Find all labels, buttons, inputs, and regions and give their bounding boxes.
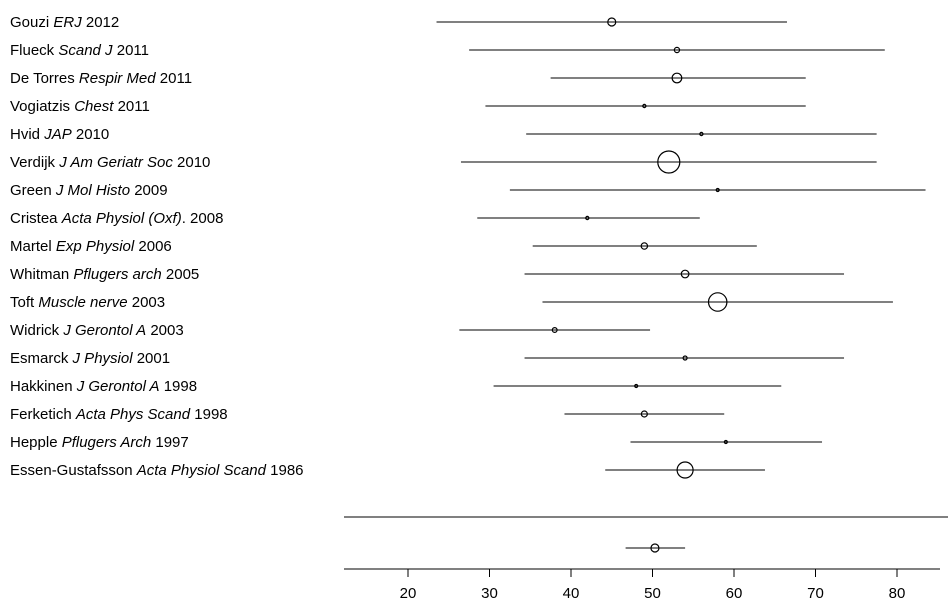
point-estimate — [723, 439, 728, 445]
study-journal: J Physiol — [72, 350, 134, 367]
summary-point — [650, 543, 660, 553]
study-author: Vogiatzis — [10, 98, 74, 115]
study-year: . 2008 — [182, 210, 224, 227]
study-journal: Chest — [74, 98, 114, 115]
study-author: Green — [10, 182, 56, 199]
x-tick-label: 60 — [726, 585, 743, 602]
study-label: Widrick J Gerontol A 2003 — [10, 322, 184, 339]
study-year: 2010 — [173, 154, 211, 171]
x-tick-label: 80 — [889, 585, 906, 602]
study-year: 2006 — [134, 238, 172, 255]
study-author: Widrick — [10, 322, 63, 339]
study-year: 2011 — [113, 42, 149, 59]
study-label: Toft Muscle nerve 2003 — [10, 294, 165, 311]
study-label: Martel Exp Physiol 2006 — [10, 238, 172, 255]
study-journal: Respir Med — [79, 70, 156, 87]
study-year: 2012 — [82, 14, 120, 31]
study-journal: J Am Geriatr Soc — [58, 154, 173, 171]
study-journal: Pflugers arch — [73, 266, 161, 283]
study-journal: J Gerontol A — [76, 378, 160, 395]
point-estimate — [699, 131, 704, 137]
study-label: Hepple Pflugers Arch 1997 — [10, 434, 189, 451]
point-estimate — [551, 327, 558, 334]
confidence-intervals — [436, 21, 926, 471]
study-author: Hakkinen — [10, 378, 77, 395]
study-year: 1998 — [160, 378, 198, 395]
study-journal: Scand J — [58, 42, 113, 59]
point-estimate — [676, 461, 694, 479]
point-estimate — [707, 292, 728, 312]
study-author: Hvid — [10, 126, 44, 143]
x-tick-label: 20 — [400, 585, 417, 602]
study-author: Essen-Gustafsson — [10, 462, 137, 479]
point-estimate — [671, 72, 683, 84]
study-year: 2003 — [146, 322, 184, 339]
study-author: Cristea — [10, 210, 62, 227]
study-journal: ERJ — [53, 14, 82, 31]
study-label: Hvid JAP 2010 — [10, 126, 109, 143]
study-label: Green J Mol Histo 2009 — [10, 182, 168, 199]
study-label: Cristea Acta Physiol (Oxf). 2008 — [10, 210, 223, 227]
study-year: 2009 — [130, 182, 168, 199]
study-year: 2010 — [72, 126, 110, 143]
study-year: 1997 — [151, 434, 189, 451]
study-year: 2005 — [162, 266, 200, 283]
study-label: Hakkinen J Gerontol A 1998 — [10, 378, 197, 395]
study-year: 2011 — [156, 70, 192, 87]
study-year: 1998 — [190, 406, 228, 423]
study-journal: JAP — [43, 126, 72, 143]
x-axis-ticks: 20 30 40 50 60 70 80 — [400, 569, 906, 602]
x-tick-label: 50 — [644, 585, 661, 602]
point-estimate — [673, 46, 681, 54]
study-author: Esmarck — [10, 350, 73, 367]
study-journal: Muscle nerve — [38, 294, 127, 311]
summary-estimate — [625, 543, 686, 553]
study-author: Verdijk — [10, 154, 59, 171]
point-estimate — [585, 215, 590, 221]
x-tick-label: 40 — [563, 585, 580, 602]
study-label: Ferketich Acta Phys Scand 1998 — [10, 406, 228, 423]
study-label: De Torres Respir Med 2011 — [10, 70, 192, 87]
study-label: Whitman Pflugers arch 2005 — [10, 266, 199, 283]
study-label: Flueck Scand J 2011 — [10, 42, 149, 59]
point-estimate — [640, 242, 649, 250]
study-label: Gouzi ERJ 2012 — [10, 14, 119, 31]
study-journal: J Gerontol A — [62, 322, 146, 339]
study-author: Gouzi — [10, 14, 53, 31]
study-author: Whitman — [10, 266, 73, 283]
study-author: Martel — [10, 238, 56, 255]
point-estimate — [642, 103, 647, 109]
x-tick-label: 30 — [481, 585, 498, 602]
study-author: Toft — [10, 294, 38, 311]
study-label: Esmarck J Physiol 2001 — [10, 350, 170, 367]
point-estimates — [551, 17, 728, 479]
study-year: 2011 — [113, 98, 149, 115]
study-label: Essen-Gustafsson Acta Physiol Scand 1986 — [10, 462, 304, 479]
point-estimate — [634, 383, 639, 389]
study-journal: Acta Phys Scand — [75, 406, 191, 423]
study-author: Ferketich — [10, 406, 76, 423]
study-year: 2003 — [128, 294, 166, 311]
study-year: 1986 — [266, 462, 304, 479]
study-label: Verdijk J Am Geriatr Soc 2010 — [10, 154, 210, 171]
point-estimate — [682, 355, 688, 361]
point-estimate — [715, 187, 720, 193]
study-label: Vogiatzis Chest 2011 — [10, 98, 150, 115]
point-estimate — [657, 150, 681, 174]
study-journal: J Mol Histo — [55, 182, 130, 199]
point-estimate — [607, 17, 617, 27]
point-estimate — [680, 269, 690, 279]
study-author: De Torres — [10, 70, 79, 87]
study-year: 2001 — [133, 350, 171, 367]
point-estimate — [640, 410, 648, 418]
study-journal: Acta Physiol Scand — [136, 462, 267, 479]
study-journal: Pflugers Arch — [62, 434, 151, 451]
x-tick-label: 70 — [807, 585, 824, 602]
study-author: Flueck — [10, 42, 58, 59]
study-author: Hepple — [10, 434, 62, 451]
study-journal: Acta Physiol (Oxf) — [61, 210, 182, 227]
study-journal: Exp Physiol — [56, 238, 135, 255]
